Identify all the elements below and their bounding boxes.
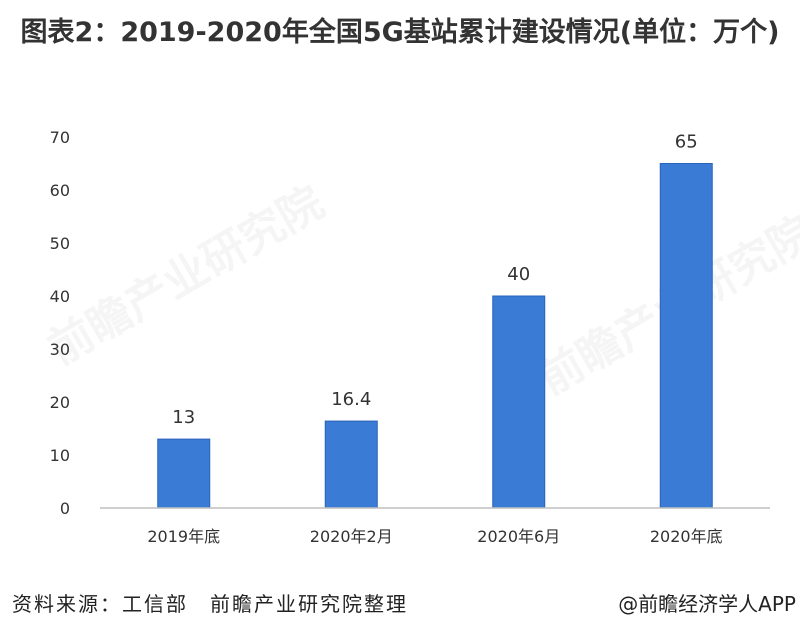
y-tick-label: 40 <box>50 287 70 306</box>
x-tick-label: 2019年底 <box>147 527 220 546</box>
bar <box>324 420 378 509</box>
bar <box>659 163 713 509</box>
data-label: 16.4 <box>331 389 371 410</box>
y-tick-label: 50 <box>50 234 70 253</box>
bar-chart: 0 10 20 30 40 50 60 70 13 16.4 40 65 2019年底 2020年2月… <box>50 128 770 546</box>
data-label: 40 <box>507 264 530 285</box>
data-label: 65 <box>675 132 698 153</box>
bar <box>157 438 211 509</box>
x-tick-label: 2020年2月 <box>310 527 393 546</box>
x-tick-label: 2020年底 <box>650 527 723 546</box>
y-tick-label: 20 <box>50 393 70 412</box>
data-label: 13 <box>172 407 195 428</box>
y-tick-labels: 0 10 20 30 40 50 60 70 <box>50 128 70 518</box>
y-tick-label: 70 <box>50 128 70 147</box>
bars <box>157 163 713 509</box>
source-note: 资料来源：工信部 前瞻产业研究院整理 <box>12 592 408 616</box>
y-tick-label: 60 <box>50 181 70 200</box>
y-tick-label: 10 <box>50 446 70 465</box>
chart-title: 图表2：2019-2020年全国5G基站累计建设情况(单位：万个) <box>20 17 780 48</box>
credit-label: @前瞻经济学人APP <box>618 592 796 616</box>
data-labels: 13 16.4 40 65 <box>172 132 697 429</box>
bar <box>492 295 546 509</box>
x-tick-labels: 2019年底 2020年2月 2020年6月 2020年底 <box>147 527 722 546</box>
y-tick-label: 30 <box>50 340 70 359</box>
x-tick-label: 2020年6月 <box>477 527 560 546</box>
y-tick-label: 0 <box>60 499 70 518</box>
